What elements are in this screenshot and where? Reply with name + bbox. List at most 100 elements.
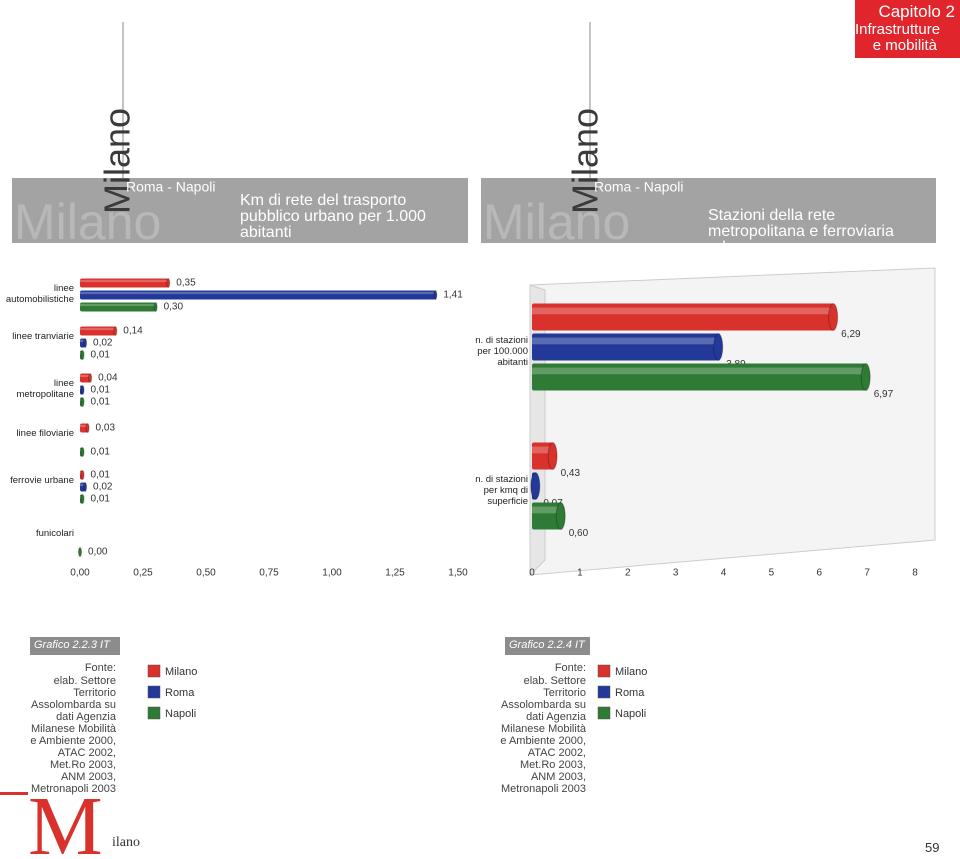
bar [80,423,88,433]
legend-swatch [147,664,161,678]
legend-label: Napoli [615,708,646,720]
bar-cap [433,290,438,300]
bar-cap [80,350,85,360]
banner [481,178,936,243]
bar-cap [85,423,90,433]
bar-cap [80,447,85,457]
category-label: n. di stazioni per 100.000 abitanti [475,335,528,368]
bar-cap [555,502,566,530]
bar-shine [80,291,436,295]
figure-tab [505,637,590,655]
x-tick-label: 0,25 [133,568,153,579]
legend-swatch [597,706,611,720]
x-tick-label: 5 [769,568,775,579]
legend-label: Napoli [165,708,196,720]
value-label: 0,01 [91,494,111,505]
x-tick-label: 1 [577,568,583,579]
bar-cap [166,278,171,288]
legend-label: Roma [615,687,645,699]
x-tick-label: 0,00 [70,568,90,579]
x-tick-label: 1,00 [322,568,342,579]
bar-cap [860,363,871,391]
value-label: 0,01 [91,385,111,396]
bar-shine [80,327,116,331]
category-label: linee metropolitane [16,378,74,400]
x-tick-label: 3 [673,568,679,579]
value-label: 6,29 [841,329,861,340]
x-tick-label: 0,75 [259,568,279,579]
page-number: 59 [925,840,940,855]
value-label: 6,97 [874,389,894,400]
source: elab. Settore Territorio Assolombarda su… [500,675,586,795]
banner-watermark: Milano [14,194,161,250]
category-label: ferrovie urbane [10,475,74,486]
category-label: n. di stazioni per kmq di superficie [475,474,528,507]
bar-cap [828,303,839,331]
bar-cap [88,373,93,383]
bar-shine [80,279,169,283]
section: Infrastrutture e mobilità [855,21,941,54]
legend-label: Milano [615,666,647,678]
banner-city: Milano [565,108,606,214]
bar [80,326,116,336]
bar-cap [80,397,85,407]
x-tick-label: 1,50 [448,568,468,579]
value-label: 0,35 [176,278,196,289]
banner-others: Roma - Napoli [594,179,683,195]
value-label: 0,03 [96,423,116,434]
value-label: 0,30 [164,302,184,313]
category-label: linee filoviarie [16,428,74,439]
bar [532,502,561,530]
value-label: 0,60 [569,528,589,539]
legend-swatch [597,685,611,699]
x-tick-label: 7 [864,568,870,579]
footer-rest: ilano [112,835,140,850]
bar [80,278,169,288]
value-label: 0,02 [93,338,113,349]
bar-cap [113,326,118,336]
figure-label: Grafico 2.2.4 IT [509,639,585,651]
footer-initial: M [28,780,103,859]
value-label: 0,01 [91,447,111,458]
bar-cap [80,470,85,480]
bar-cap [83,338,88,348]
legend-label: Milano [165,666,197,678]
bar [532,333,719,361]
chart-title: Km di rete del trasporto pubblico urbano… [240,192,426,241]
value-label: 0,01 [91,397,111,408]
chapter: Capitolo 2 [878,2,955,21]
bar-shine [532,307,834,315]
banner-others: Roma - Napoli [126,179,215,195]
chapter-box [855,0,960,58]
value-label: 0,02 [93,482,113,493]
bar-cap [547,442,558,470]
bar [532,363,866,391]
legend-swatch [147,685,161,699]
value-label: 0,00 [88,547,108,558]
legend-swatch [147,706,161,720]
x-tick-label: 1,25 [385,568,405,579]
bar-cap [83,482,88,492]
x-tick-label: 0,50 [196,568,216,579]
value-label: 0,01 [91,350,111,361]
bar-cap [153,302,158,312]
bar-shine [532,506,561,514]
bar-shine [80,339,86,343]
legend-label: Roma [165,687,195,699]
bar-cap [80,494,85,504]
bar-cap [530,472,541,500]
bar-shine [532,367,866,375]
x-tick-label: 6 [816,568,822,579]
bar-shine [80,303,156,307]
source-label: Fonte: [84,662,116,674]
bar-shine [80,374,91,378]
x-tick-label: 8 [912,568,918,579]
bar-cap [78,547,82,557]
bar [80,290,436,300]
banner-watermark: Milano [483,194,630,250]
bar [532,442,553,470]
x-tick-label: 2 [625,568,631,579]
bar-shine [532,337,719,345]
